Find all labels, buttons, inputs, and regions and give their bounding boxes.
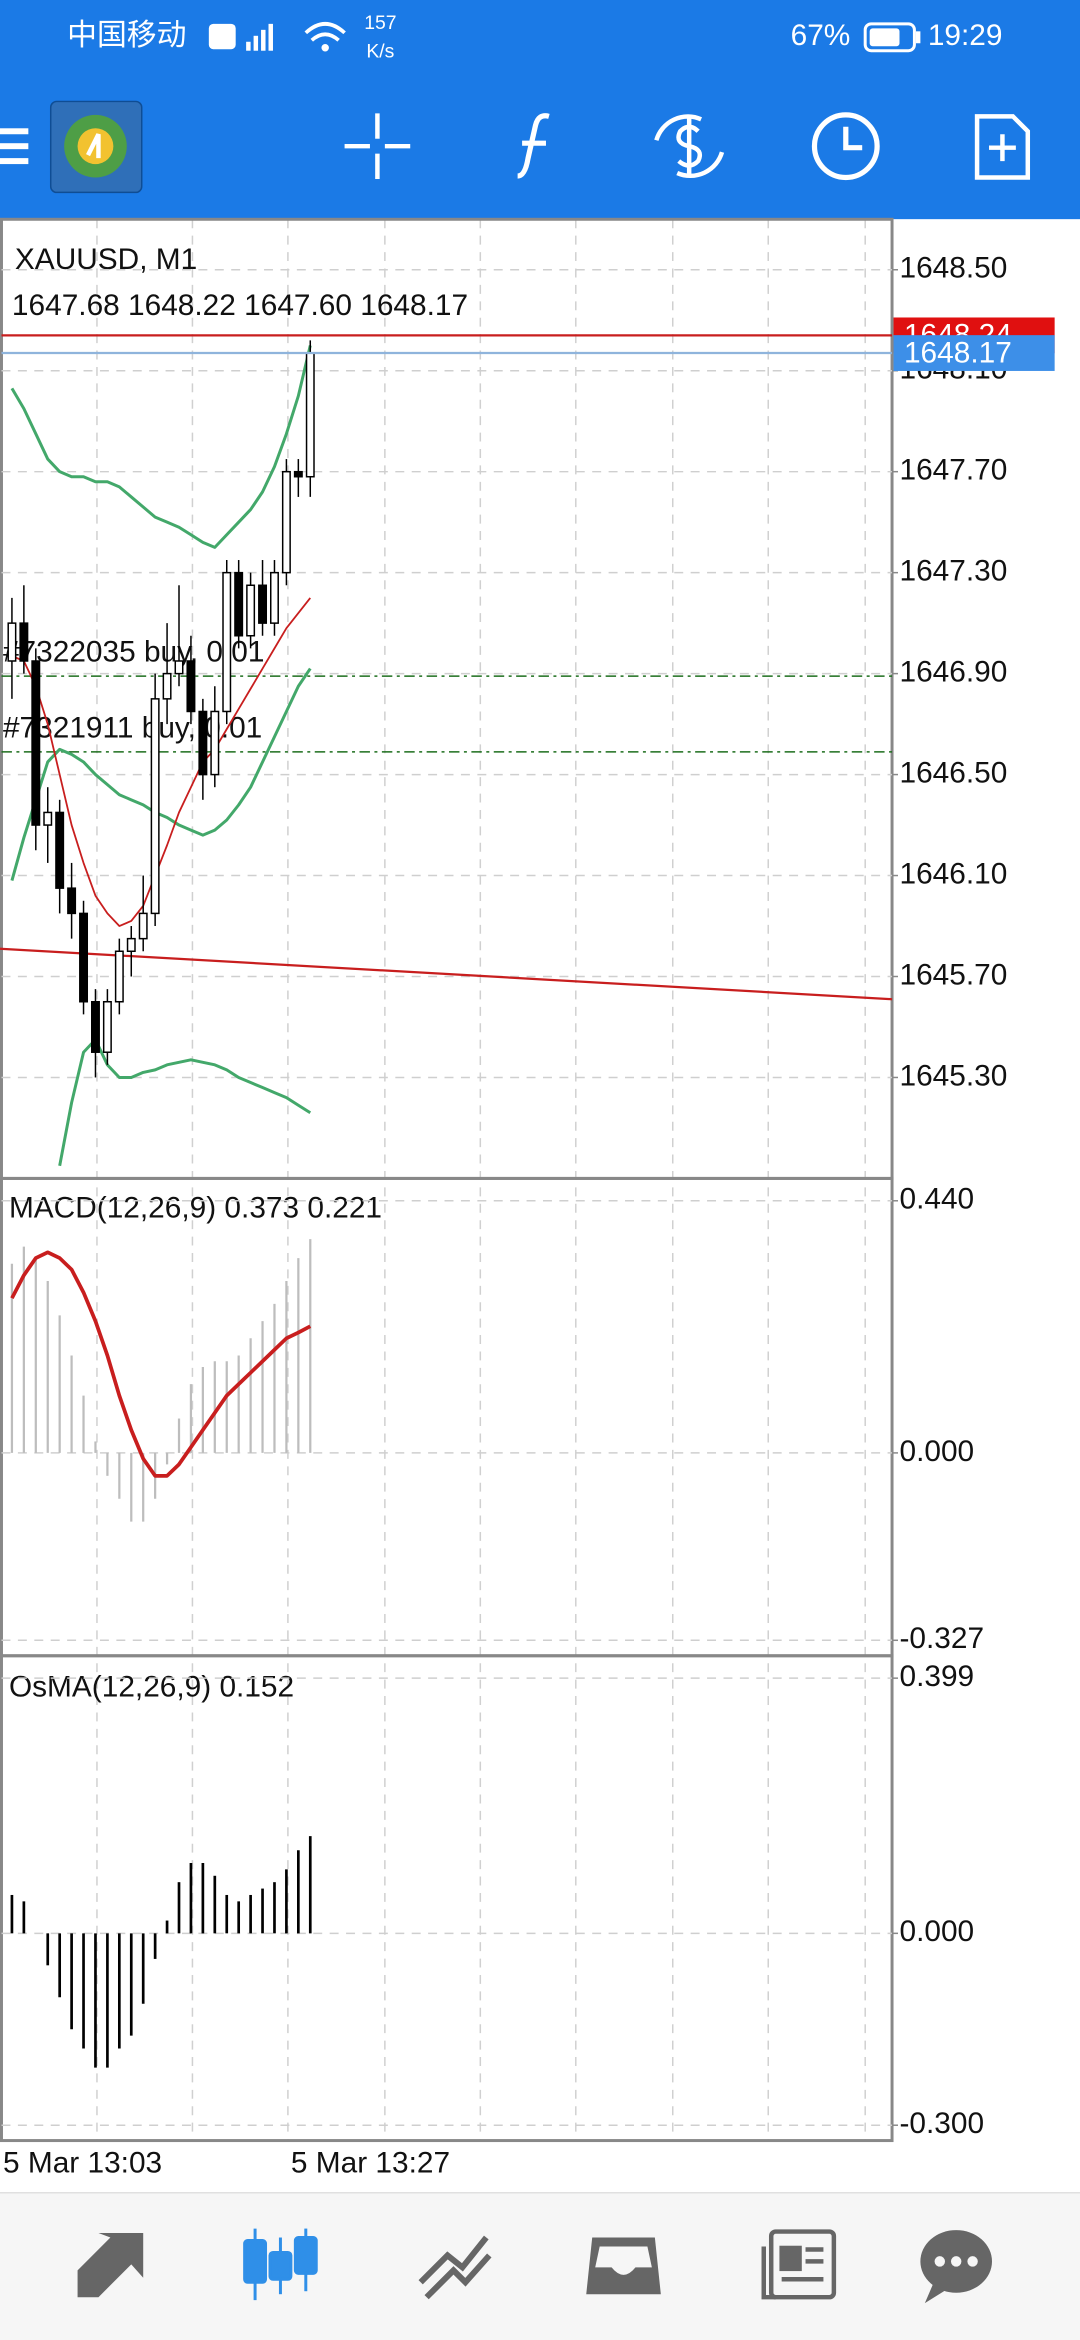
macd-signal [10, 1250, 312, 1478]
ohlc-label: 1647.68 1648.22 1647.60 1648.17 [12, 289, 468, 322]
trendline [0, 947, 893, 1001]
order-label: #7321911 buy, 0.01 [3, 711, 262, 744]
y-tick-label: 1646.10 [900, 857, 1008, 890]
candle-body [270, 571, 279, 624]
candle-body [186, 660, 196, 713]
osma-label: OsMA(12,26,9) 0.152 [9, 1670, 294, 1703]
nav-news[interactable] [761, 2229, 837, 2300]
battery-icon [863, 22, 921, 53]
y-tick-label: 0.399 [900, 1660, 975, 1693]
candle-body [305, 352, 315, 478]
y-tick-label: 0.440 [900, 1183, 975, 1216]
y-tick-label: 1647.30 [900, 555, 1008, 588]
candle-body [90, 1000, 100, 1053]
moving-average [11, 597, 311, 927]
timeframe-button[interactable] [811, 112, 880, 181]
crosshair-button[interactable] [344, 113, 411, 180]
candle-body [114, 950, 124, 1003]
candle-body [126, 937, 136, 953]
bid-tag [893, 335, 1055, 371]
macd-label: MACD(12,26,9) 0.373 0.221 [9, 1192, 382, 1225]
candle-body [281, 470, 291, 574]
plot: 1648.501648.101647.701647.301646.901646.… [0, 252, 1055, 2179]
candle-body [138, 912, 148, 940]
candle-body [258, 584, 268, 624]
symbol-label: XAUUSD, M1 [15, 243, 197, 276]
net-speed: 157 [364, 12, 396, 34]
candle-body [79, 912, 89, 1003]
app-icon[interactable] [49, 100, 143, 194]
candle-body [246, 584, 256, 637]
y-tick-label: 1646.50 [900, 756, 1008, 789]
carrier: 中国移动 [67, 19, 186, 52]
y-tick-label: 0.000 [900, 1435, 975, 1468]
bollinger-band [58, 1038, 312, 1167]
nav-quotes[interactable] [77, 2233, 144, 2298]
y-tick-label: -0.327 [900, 1622, 985, 1655]
candle-body [174, 660, 184, 675]
candle-body [234, 571, 244, 637]
candle-body [198, 710, 208, 776]
candle-body [162, 672, 172, 700]
menu-button[interactable] [0, 128, 29, 165]
y-tick-label: -0.300 [900, 2107, 985, 2140]
candle-body [55, 811, 65, 889]
x-tick-label: 5 Mar 13:03 [3, 2146, 162, 2179]
x-tick-label: 5 Mar 13:27 [291, 2146, 450, 2179]
bollinger-band [10, 667, 312, 881]
candle-body [293, 470, 303, 478]
y-tick-label: 1646.90 [900, 655, 1008, 688]
nav-history[interactable] [586, 2237, 661, 2295]
y-tick-label: 1647.70 [900, 454, 1008, 487]
battery-level: 67% [791, 19, 851, 52]
nav-chat[interactable] [920, 2230, 992, 2304]
candle-body [210, 710, 220, 776]
net-speed-unit: K/s [366, 40, 394, 62]
candle-body [150, 698, 160, 915]
candle-body [222, 571, 232, 713]
bollinger-band [10, 345, 312, 549]
y-tick-label: 1648.50 [900, 252, 1008, 285]
trade-button[interactable] [654, 114, 725, 179]
candle-body [19, 622, 29, 662]
bottom-nav [0, 2192, 1080, 2340]
bid-tag-label: 1648.17 [904, 336, 1012, 369]
candle-body [7, 622, 17, 662]
clock: 19:29 [928, 19, 1003, 52]
y-tick-label: 1645.70 [900, 958, 1008, 991]
header-bar [0, 0, 1080, 220]
order-label: #7322035 buy, 0.01 [3, 636, 265, 669]
candle-body [67, 887, 77, 915]
pane-borders [0, 217, 894, 2143]
status-icons [208, 22, 346, 52]
candle-body [43, 811, 53, 826]
candle-body [31, 660, 41, 826]
new-order-button[interactable] [974, 114, 1031, 180]
nav-trade[interactable] [418, 2235, 492, 2300]
nav-chart[interactable] [243, 2228, 318, 2301]
candle-body [102, 1000, 112, 1053]
indicators-button[interactable] [517, 113, 550, 179]
y-tick-label: 0.000 [900, 1915, 975, 1948]
y-tick-label: 1645.30 [900, 1059, 1008, 1092]
